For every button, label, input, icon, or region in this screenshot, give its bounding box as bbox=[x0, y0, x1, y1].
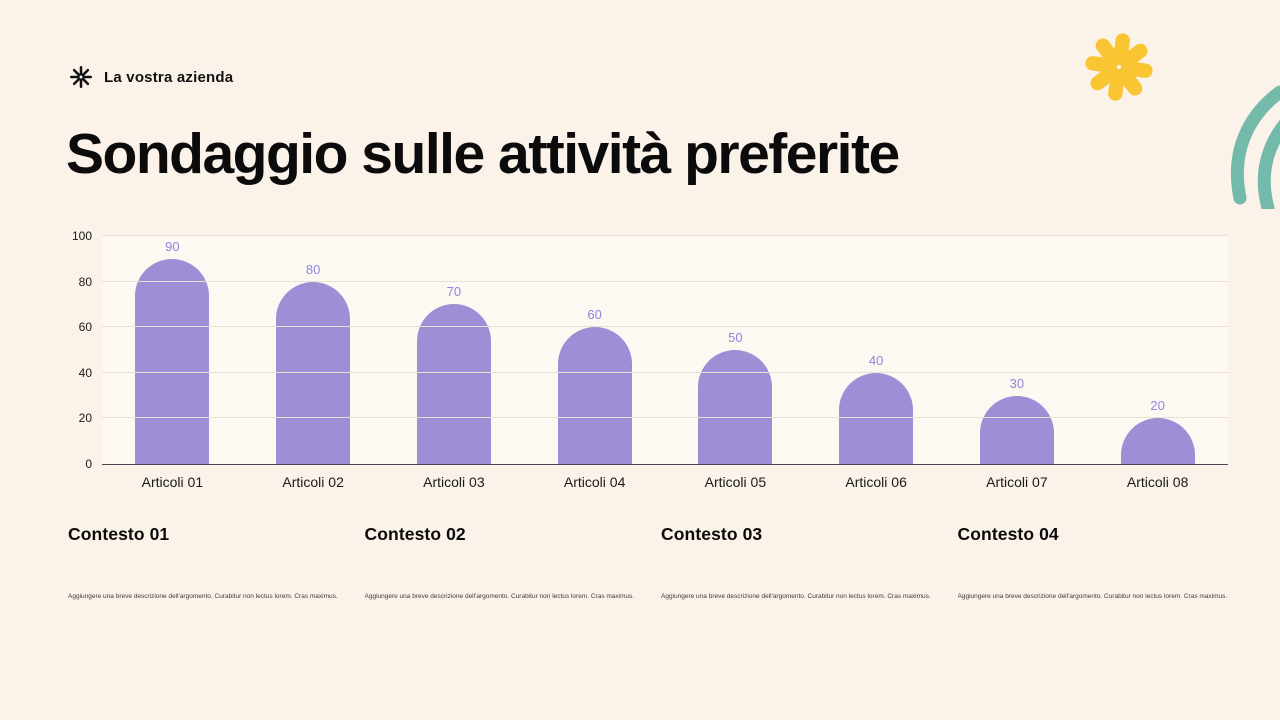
bar-column: 70 bbox=[384, 236, 525, 464]
bar bbox=[135, 258, 210, 464]
x-axis-label: Articoli 06 bbox=[845, 474, 907, 490]
bar-value-label: 60 bbox=[587, 307, 602, 323]
context-sections: Contesto 01 Aggiungere una breve descriz… bbox=[68, 524, 1228, 602]
section-contesto-03: Contesto 03 Aggiungere una breve descriz… bbox=[661, 524, 932, 602]
x-axis-label: Articoli 04 bbox=[563, 474, 626, 490]
page-title: Sondaggio sulle attività preferite bbox=[66, 122, 900, 186]
bar-column: 40 bbox=[806, 236, 947, 464]
section-body: Aggiungere una breve descrizione dell'ar… bbox=[364, 593, 635, 600]
gridline bbox=[102, 417, 1228, 419]
bar bbox=[698, 350, 773, 464]
bar-value-label: 30 bbox=[1009, 375, 1025, 391]
bars: 90 80 70 60 50 40 30 20 bbox=[102, 236, 1228, 464]
bar bbox=[979, 395, 1054, 464]
bar bbox=[1120, 418, 1195, 464]
plot-area: 90 80 70 60 50 40 30 20 bbox=[102, 235, 1228, 465]
x-labels: Articoli 01 Articoli 02 Articoli 03 Articol… bbox=[102, 465, 1228, 490]
section-contesto-01: Contesto 01 Aggiungere una breve descriz… bbox=[68, 524, 339, 602]
section-contesto-04: Contesto 04 Aggiungere una breve descriz… bbox=[958, 524, 1229, 602]
gridline bbox=[102, 235, 1228, 236]
bar bbox=[839, 372, 914, 464]
section-heading: Contesto 03 bbox=[661, 524, 763, 544]
section-contesto-02: Contesto 02 Aggiungere una breve descriz… bbox=[365, 524, 636, 602]
bar-value-label: 70 bbox=[446, 284, 462, 300]
y-axis: 0 20 40 60 80 100 bbox=[60, 229, 102, 471]
x-axis-label: Articoli 08 bbox=[1126, 474, 1189, 490]
bar-column: 30 bbox=[947, 236, 1088, 464]
flower-logo-icon bbox=[68, 64, 94, 90]
y-tick-label: 40 bbox=[78, 365, 92, 380]
brand-name: La vostra azienda bbox=[104, 68, 234, 86]
x-axis-label: Articoli 07 bbox=[986, 474, 1048, 490]
bar bbox=[557, 327, 632, 464]
x-axis-label: Articoli 03 bbox=[423, 474, 485, 490]
x-axis-label: Articoli 05 bbox=[704, 474, 767, 490]
bar-column: 80 bbox=[243, 236, 384, 464]
gridline bbox=[102, 326, 1228, 328]
flower-decoration-icon bbox=[1082, 30, 1156, 109]
section-body: Aggiungere una breve descrizione dell'ar… bbox=[957, 593, 1228, 600]
x-axis-label: Articoli 01 bbox=[141, 474, 204, 490]
squiggle-decoration-icon bbox=[1184, 84, 1280, 215]
bar-value-label: 50 bbox=[728, 330, 743, 345]
gridline bbox=[102, 371, 1228, 373]
bar-chart: 0 20 40 60 80 100 90 80 70 60 50 40 30 20 Articoli 0… bbox=[60, 229, 1228, 490]
gridline bbox=[102, 280, 1228, 282]
y-tick-label: 0 bbox=[85, 457, 92, 471]
bar-column: 90 bbox=[102, 236, 243, 464]
section-body: Aggiungere una breve descrizione dell'ar… bbox=[68, 593, 338, 600]
bar-value-label: 80 bbox=[305, 261, 321, 277]
section-heading: Contesto 01 bbox=[68, 524, 170, 544]
y-tick-label: 100 bbox=[71, 229, 92, 243]
brand: La vostra azienda bbox=[68, 64, 233, 90]
bar-value-label: 40 bbox=[868, 352, 884, 368]
y-tick-label: 20 bbox=[78, 411, 92, 426]
section-heading: Contesto 02 bbox=[364, 524, 466, 544]
bar bbox=[416, 304, 491, 464]
section-body: Aggiungere una breve descrizione dell'ar… bbox=[661, 593, 931, 600]
bar-value-label: 20 bbox=[1150, 398, 1165, 414]
x-axis-label: Articoli 02 bbox=[282, 474, 344, 490]
bar-column: 50 bbox=[665, 236, 806, 464]
y-tick-label: 80 bbox=[78, 274, 92, 289]
bar-value-label: 90 bbox=[165, 238, 180, 254]
section-heading: Contesto 04 bbox=[957, 524, 1059, 544]
y-tick-label: 60 bbox=[78, 320, 92, 335]
bar-column: 60 bbox=[524, 236, 665, 464]
chart-grid: 0 20 40 60 80 100 90 80 70 60 50 40 30 20 bbox=[60, 229, 1228, 471]
bar-column: 20 bbox=[1087, 236, 1228, 464]
